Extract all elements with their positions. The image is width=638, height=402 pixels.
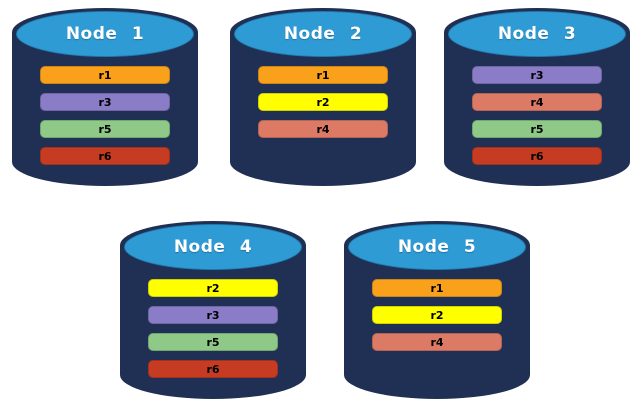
cylinder-top: Node 1: [16, 11, 194, 57]
database-node: Node 1 r1 r3 r5 r6: [12, 8, 198, 186]
replica-bar-r5: r5: [472, 120, 602, 138]
replica-list: r1 r3 r5 r6: [40, 66, 170, 165]
replica-bar-r5: r5: [148, 333, 278, 351]
cylinder-top: Node 4: [124, 224, 302, 270]
replica-bar-r4: r4: [258, 120, 388, 138]
replica-bar-r6: r6: [40, 147, 170, 165]
database-node: Node 4 r2 r3 r5 r6: [120, 221, 306, 399]
replica-list: r1 r2 r4: [258, 66, 388, 138]
cylinder-top: Node 5: [348, 224, 526, 270]
replica-bar-r6: r6: [472, 147, 602, 165]
replica-list: r1 r2 r4: [372, 279, 502, 351]
replica-bar-r5: r5: [40, 120, 170, 138]
replica-bar-r3: r3: [472, 66, 602, 84]
database-node: Node 3 r3 r4 r5 r6: [444, 8, 630, 186]
node-label: Node 1: [65, 24, 145, 44]
cylinder-top: Node 2: [234, 11, 412, 57]
replica-bar-r4: r4: [372, 333, 502, 351]
cylinder-bottom: [344, 351, 530, 399]
replica-bar-r2: r2: [148, 279, 278, 297]
replica-list: r3 r4 r5 r6: [472, 66, 602, 165]
node-label: Node 3: [497, 24, 577, 44]
node-label: Node 5: [397, 237, 477, 257]
replica-bar-r1: r1: [258, 66, 388, 84]
cylinder-top: Node 3: [448, 11, 626, 57]
database-node: Node 5 r1 r2 r4: [344, 221, 530, 399]
replica-bar-r2: r2: [258, 93, 388, 111]
replica-bar-r3: r3: [148, 306, 278, 324]
replica-bar-r6: r6: [148, 360, 278, 378]
replica-bar-r3: r3: [40, 93, 170, 111]
database-node: Node 2 r1 r2 r4: [230, 8, 416, 186]
replica-bar-r1: r1: [372, 279, 502, 297]
replica-list: r2 r3 r5 r6: [148, 279, 278, 378]
node-label: Node 2: [283, 24, 363, 44]
replica-bar-r4: r4: [472, 93, 602, 111]
replica-bar-r1: r1: [40, 66, 170, 84]
cylinder-bottom: [230, 138, 416, 186]
replica-bar-r2: r2: [372, 306, 502, 324]
node-label: Node 4: [173, 237, 253, 257]
